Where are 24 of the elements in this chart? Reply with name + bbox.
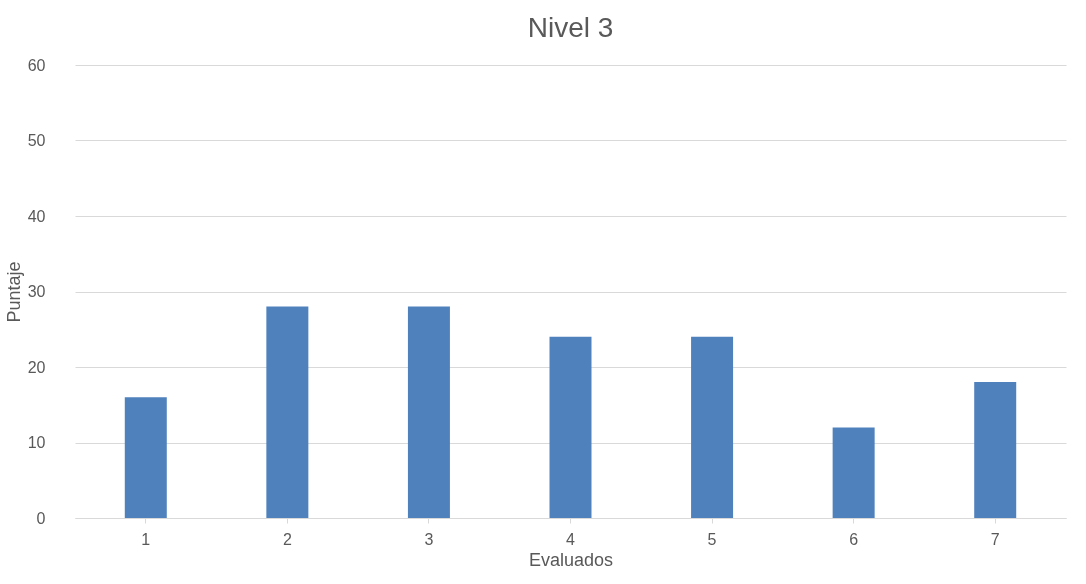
bar [691, 336, 734, 518]
bar [549, 336, 592, 518]
y-tick-label: 40 [27, 207, 46, 225]
bar [832, 427, 875, 518]
bar [407, 306, 450, 518]
bar [266, 306, 309, 518]
x-tick-label: 4 [566, 530, 576, 548]
bar [974, 382, 1017, 518]
y-tick-label: 10 [27, 434, 46, 451]
x-axis-title: Evaluados [528, 549, 614, 570]
x-tick-label: 6 [849, 530, 859, 548]
x-tick-label: 5 [707, 530, 717, 548]
bar [124, 397, 167, 518]
x-tick-label: 3 [424, 530, 434, 548]
chart-title: Nivel 3 [527, 12, 614, 43]
x-tick-label: 2 [282, 530, 292, 548]
y-tick-label: 60 [27, 56, 46, 74]
y-tick-label: 20 [27, 358, 46, 376]
x-tick-label: 7 [990, 530, 1000, 548]
y-tick-label: 30 [27, 283, 46, 300]
y-axis-title: Puntaje [3, 261, 24, 323]
y-tick-label: 50 [27, 132, 46, 149]
x-tick-label: 1 [141, 530, 151, 548]
y-tick-label: 0 [36, 509, 46, 527]
